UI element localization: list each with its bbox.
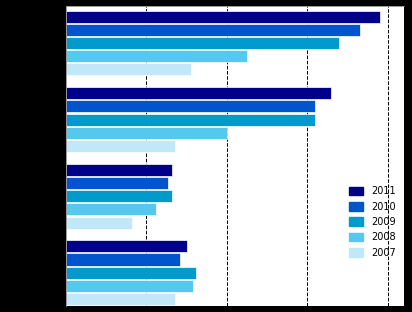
Bar (66, 253, 180, 266)
Bar (66, 114, 315, 126)
Bar (66, 127, 227, 139)
Bar (66, 293, 175, 305)
Bar (66, 11, 379, 23)
Bar (66, 140, 175, 152)
Bar (66, 50, 247, 62)
Legend: 2011, 2010, 2009, 2008, 2007: 2011, 2010, 2009, 2008, 2007 (346, 183, 399, 261)
Bar (66, 164, 172, 176)
Bar (66, 217, 132, 229)
Bar (66, 177, 168, 189)
Bar (66, 267, 196, 279)
Bar (66, 24, 360, 36)
Bar (66, 240, 187, 252)
Bar (66, 280, 193, 292)
Bar (66, 190, 172, 202)
Bar (66, 87, 331, 99)
Bar (66, 63, 191, 76)
Bar (66, 100, 315, 112)
Bar (66, 37, 339, 49)
Bar (66, 203, 156, 216)
